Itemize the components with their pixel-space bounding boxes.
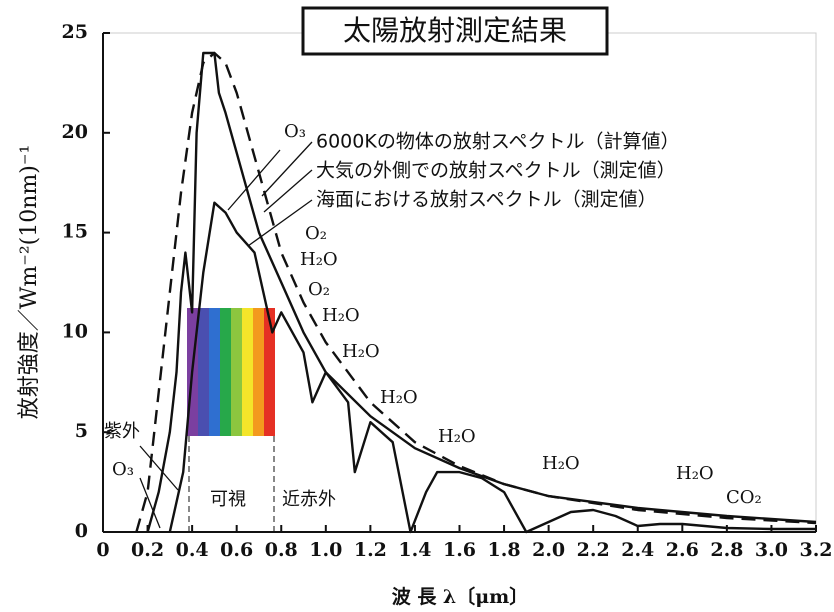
annotation: O₂ — [305, 223, 327, 244]
visible-spectrum — [187, 308, 275, 436]
x-tick-label: 2.2 — [577, 539, 610, 561]
x-tick-label: 0.2 — [131, 539, 164, 561]
x-tick-label: 2.0 — [532, 539, 565, 561]
y-tick-label: 25 — [62, 21, 88, 43]
y-tick-label: 15 — [62, 221, 88, 243]
y-tick-label: 5 — [75, 420, 88, 442]
y-axis-title: 放射強度／Wm⁻²(10nm)⁻¹ — [17, 145, 42, 420]
legend-label: 6000Kの物体の放射スペクトル（計算値） — [316, 131, 679, 153]
spectrum-line — [135, 51, 817, 533]
x-tick-label: 2.6 — [666, 539, 699, 561]
y-tick-label: 0 — [75, 520, 88, 542]
annotation: O₂ — [308, 279, 330, 300]
annotation: H₂O — [322, 305, 360, 326]
chart-title: 太陽放射測定結果 — [343, 14, 567, 47]
x-axis-title: 波 長 λ〔μm〕 — [392, 585, 529, 608]
spectrum-line — [168, 201, 816, 534]
x-tick-label: 2.8 — [710, 539, 743, 561]
x-tick-label: 2.4 — [621, 539, 654, 561]
annotation: H₂O — [438, 426, 476, 447]
annotation: 紫外 — [104, 421, 140, 442]
annotation: 可視 — [210, 489, 246, 510]
leader-lines — [139, 141, 313, 529]
legend-label: 大気の外側での放射スペクトル（測定値） — [316, 160, 676, 182]
title-box — [301, 6, 609, 56]
x-tick-label: 0 — [96, 539, 109, 561]
x-tick-label: 1.4 — [398, 539, 431, 561]
x-tick-label: 1.2 — [354, 539, 387, 561]
y-tick-label: 10 — [62, 320, 88, 342]
x-tick-label: 1.8 — [488, 539, 521, 561]
legend-label: 海面における放射スペクトル（測定値） — [316, 189, 657, 211]
x-tick-label: 0.6 — [220, 539, 253, 561]
y-tick-label: 20 — [62, 121, 88, 143]
annotation: H₂O — [676, 463, 714, 484]
x-tick-label: 3.0 — [755, 539, 788, 561]
spectrum-line — [146, 51, 817, 533]
annotation: H₂O — [542, 453, 580, 474]
annotation: H₂O — [380, 387, 418, 408]
annotation: H₂O — [342, 341, 380, 362]
x-tick-label: 1.6 — [443, 539, 476, 561]
x-tick-label: 0.8 — [265, 539, 298, 561]
annotation: CO₂ — [726, 487, 762, 508]
x-tick-label: 1.0 — [309, 539, 342, 561]
annotation: H₂O — [300, 249, 338, 270]
plot-frame — [102, 32, 817, 533]
x-tick-label: 0.4 — [176, 539, 209, 561]
x-tick-label: 3.2 — [799, 539, 832, 561]
annotation: 近赤外 — [282, 489, 336, 510]
annotation: O₃ — [112, 459, 134, 480]
annotation: O₃ — [284, 121, 306, 142]
